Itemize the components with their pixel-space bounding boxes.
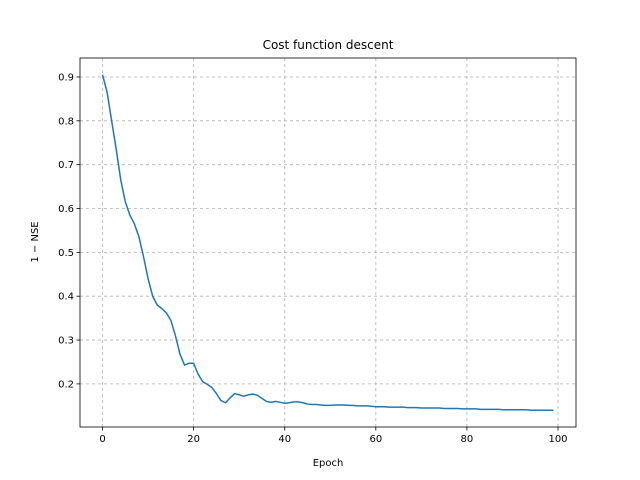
y-tick-label: 0.5 [58, 248, 74, 259]
y-tick-label: 0.6 [58, 204, 74, 215]
x-tick-label: 100 [548, 434, 567, 445]
x-axis-label: Epoch [313, 458, 344, 469]
line [101, 74, 554, 411]
x-tick-label: 20 [187, 434, 200, 445]
y-axis-label: 1 − NSE [30, 221, 41, 262]
x-tick-label: 0 [99, 434, 105, 445]
y-tick-label: 0.8 [58, 116, 74, 127]
y-tick-label: 0.7 [58, 160, 74, 171]
chart-title: Cost function descent [263, 38, 394, 52]
x-tick-label: 40 [278, 434, 291, 445]
y-tick-label: 0.3 [58, 336, 74, 347]
y-tick-label: 0.4 [58, 292, 74, 303]
x-tick-label: 60 [369, 434, 382, 445]
x-tick-label: 80 [461, 434, 474, 445]
y-tick-label: 0.9 [58, 72, 74, 83]
y-tick-label: 0.2 [58, 379, 74, 390]
plot-frame [79, 57, 577, 428]
